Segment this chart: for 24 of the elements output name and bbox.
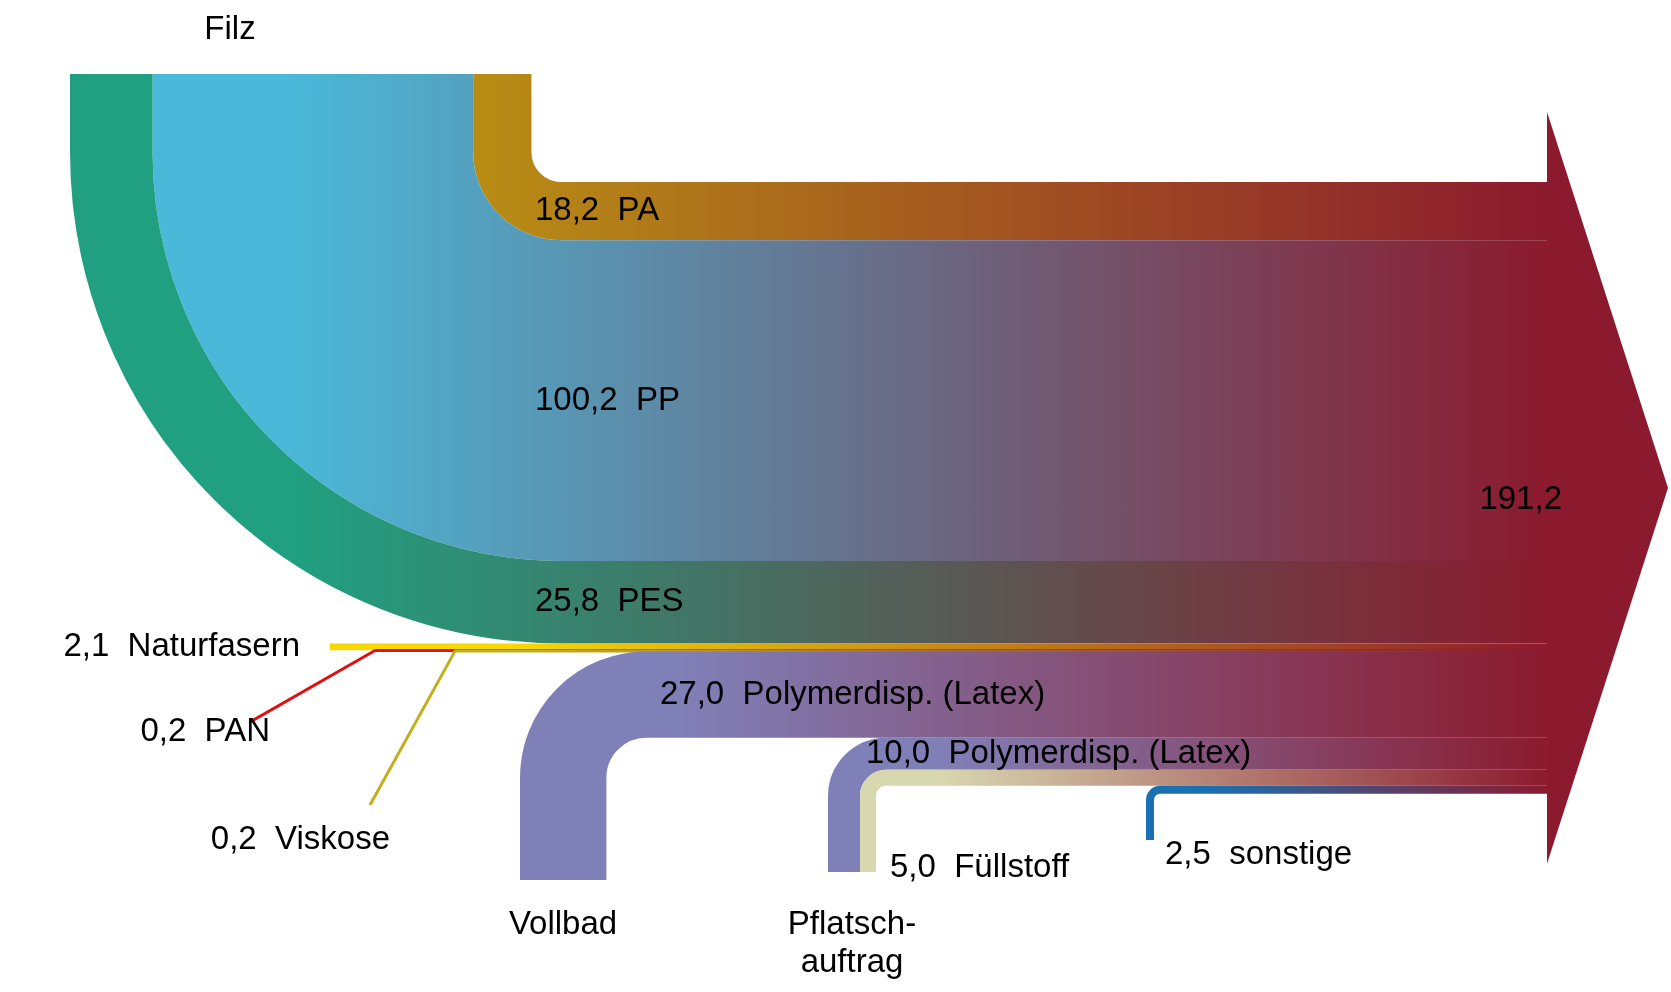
data-label: 2,1 — [63, 625, 110, 663]
category-label: PA — [617, 190, 660, 228]
data-label: 5,0 — [890, 847, 936, 885]
category-label: Füllstoff — [954, 847, 1070, 885]
data-label: 25,8 — [535, 581, 600, 619]
category-label: sonstige — [1229, 834, 1353, 872]
category-label: Viskose — [275, 819, 390, 857]
text: 191,2 — [1479, 479, 1562, 517]
data-label: 0,2 — [140, 711, 187, 749]
data-label: 27,0 — [660, 673, 725, 711]
data-label: 100,2 — [535, 379, 618, 417]
text: Filz — [204, 9, 256, 47]
category-label: PAN — [204, 711, 270, 749]
text: Vollbad — [508, 904, 618, 942]
data-label: 10,0 — [866, 732, 931, 770]
text: Pflatsch-auftrag — [787, 904, 917, 980]
category-label: PP — [635, 379, 680, 417]
category-label: Polymerdisp. (Latex) — [948, 732, 1252, 770]
data-label: 18,2 — [535, 190, 600, 228]
data-label: 2,5 — [1165, 834, 1211, 872]
category-label: PES — [617, 581, 684, 619]
data-label: 0,2 — [210, 819, 257, 857]
category-label: Naturfasern — [127, 625, 301, 663]
category-label: Polymerdisp. (Latex) — [742, 673, 1046, 711]
